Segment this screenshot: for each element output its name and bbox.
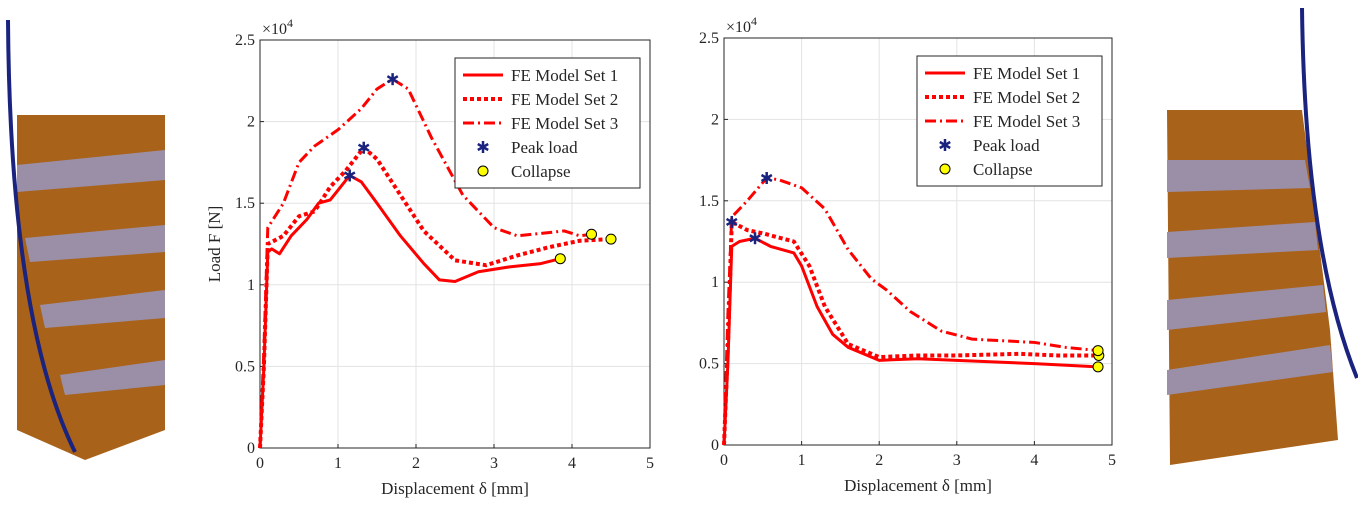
legend-label: Peak load — [511, 138, 578, 157]
x-tick-label: 1 — [798, 452, 806, 469]
scale-base: ×10 — [726, 19, 751, 36]
y-tick-label: 0.5 — [699, 356, 719, 373]
y-tick-label: 0.5 — [235, 358, 255, 375]
y-tick-label: 0 — [247, 440, 255, 457]
series-line — [258, 145, 612, 449]
legend-swatch — [939, 139, 951, 151]
x-tick-label: 5 — [646, 455, 654, 472]
x-tick-label: 2 — [875, 452, 883, 469]
y-tick-label: 1 — [247, 277, 255, 294]
x-tick-label: 4 — [568, 455, 576, 472]
series-marker — [386, 73, 399, 86]
legend-label: FE Model Set 2 — [973, 88, 1080, 107]
series-line — [722, 176, 1099, 446]
y-tick-label: 2 — [711, 111, 719, 128]
star-stroke — [386, 75, 399, 84]
legend-label: FE Model Set 2 — [511, 90, 618, 109]
legend-swatch — [477, 141, 489, 153]
x-tick-label: 3 — [490, 455, 498, 472]
x-tick-label: 0 — [256, 455, 264, 472]
series-marker — [760, 172, 773, 185]
plot-frame — [259, 39, 651, 449]
specimen-left — [6, 19, 165, 460]
specimen-right — [1167, 7, 1358, 465]
star-stroke — [760, 173, 773, 183]
x-tick-label: 4 — [1030, 452, 1038, 469]
star-stroke — [725, 217, 738, 227]
star-stroke — [357, 143, 370, 152]
series-line — [258, 77, 592, 449]
star-stroke — [343, 171, 356, 180]
legend-label: Peak load — [973, 136, 1040, 155]
series-marker — [554, 253, 566, 265]
series-line — [722, 236, 1099, 446]
x-tick-label: 3 — [953, 452, 961, 469]
legend-swatch — [939, 163, 951, 175]
line-chart: 0 1 2 3 4 5 0 0.5 1 1.5 2 2.5 Displacement δ [mm] ×10… — [699, 14, 1116, 495]
legend-label: FE Model Set 1 — [511, 66, 618, 85]
x-tick-label: 2 — [412, 455, 420, 472]
y-tick-label: 2 — [247, 114, 255, 131]
legend-swatch — [477, 165, 489, 177]
series-marker — [1092, 361, 1104, 373]
star-stroke — [477, 142, 489, 152]
series-marker — [725, 215, 738, 228]
series-marker — [586, 228, 597, 240]
y-scale-label: ×104 — [726, 14, 757, 36]
y-tick-label: 0 — [711, 437, 719, 454]
y-axis-label: Load F [N] — [205, 206, 224, 282]
x-tick-label: 0 — [720, 452, 728, 469]
y-tick-label: 2.5 — [699, 30, 719, 47]
line-chart: 0 1 2 3 4 5 0 0.5 1 1.5 2 2.5 Displacement δ [mm] Loa… — [205, 16, 654, 498]
y-tick-label: 2.5 — [235, 32, 255, 49]
scale-exponent: 4 — [751, 14, 757, 28]
x-tick-label: 1 — [334, 455, 342, 472]
y-tick-label: 1.5 — [699, 193, 719, 210]
x-axis-label: Displacement δ [mm] — [381, 479, 529, 498]
legend-label: FE Model Set 3 — [973, 112, 1080, 131]
legend-label: FE Model Set 3 — [511, 114, 618, 133]
series-marker — [749, 232, 761, 245]
x-tick-label: 5 — [1108, 452, 1116, 469]
legend-label: Collapse — [511, 162, 571, 181]
plot-frame — [723, 37, 1113, 446]
scale-base: ×10 — [262, 21, 287, 38]
series-marker — [1092, 345, 1104, 357]
legend-label: FE Model Set 1 — [973, 64, 1080, 83]
x-axis-label: Displacement δ [mm] — [844, 476, 992, 495]
y-tick-label: 1.5 — [235, 195, 255, 212]
legend-label: Collapse — [973, 160, 1033, 179]
y-scale-label: ×104 — [262, 16, 293, 38]
series-marker — [343, 169, 356, 182]
series-marker — [357, 141, 370, 154]
series-marker — [605, 233, 617, 245]
star-stroke — [749, 234, 761, 243]
star-stroke — [939, 140, 951, 150]
scale-exponent: 4 — [287, 16, 293, 30]
y-tick-label: 1 — [711, 274, 719, 291]
